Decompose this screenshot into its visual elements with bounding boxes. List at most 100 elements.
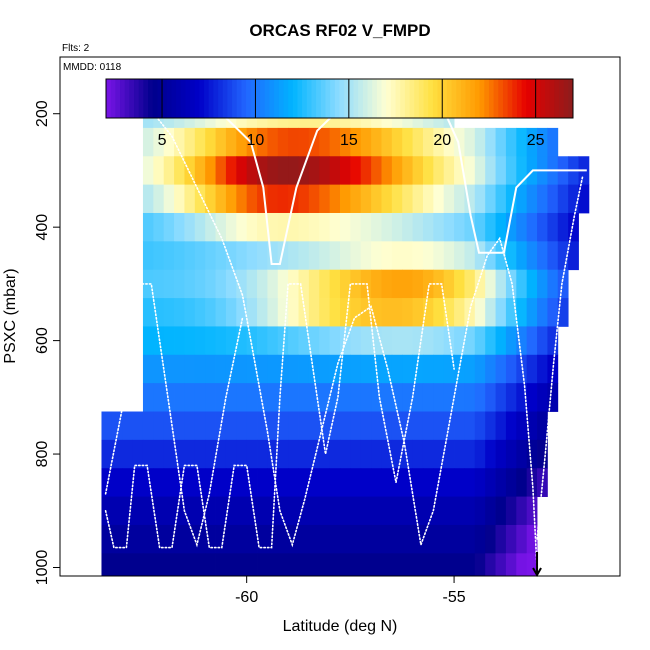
colorbar-segment [339,79,345,118]
heatmap-cell [308,241,320,271]
heatmap-cell [205,184,216,214]
heatmap-cell [184,212,196,242]
heatmap-cell [298,326,310,356]
heatmap-cell [412,524,424,554]
heatmap-cell [153,383,165,412]
heatmap-cell [371,156,382,186]
heatmap-cell [350,156,362,186]
heatmap-cell [485,241,496,271]
heatmap-cell [236,383,248,412]
heatmap-cell [142,326,154,356]
heatmap-cell [277,553,289,577]
heatmap-cell [205,269,216,299]
heatmap-cell [246,212,258,242]
heatmap-cell [319,184,331,214]
colorbar-segment [358,79,364,118]
heatmap-cell [225,156,237,186]
heatmap-cell [142,156,154,186]
heatmap-cell [298,212,310,242]
heatmap-cell [142,184,154,214]
heatmap-cell [464,212,476,242]
colorbar-segment [353,79,359,118]
heatmap-cell [246,411,258,441]
heatmap-cell [236,241,248,271]
heatmap-cell [516,241,528,271]
heatmap-cell [257,184,268,214]
y-tick-label: 600 [34,327,51,354]
heatmap-cell [547,184,559,214]
heatmap-cell [505,184,517,214]
heatmap-cell [391,212,403,242]
heatmap-cell [111,524,123,554]
heatmap-cell [340,439,351,469]
heatmap-cell [505,354,517,384]
heatmap-cell [122,411,133,441]
heatmap-cell [205,326,216,356]
heatmap-cell [381,269,393,299]
heatmap-cell [568,184,579,214]
heatmap-cell [257,241,268,271]
heatmap-cell [267,241,279,271]
heatmap-cell [391,553,403,577]
colorbar-segment [418,79,425,118]
heatmap-cell [412,269,424,299]
heatmap-cell [557,241,569,271]
heatmap-cell [153,553,165,577]
heatmap-cell [340,184,351,214]
heatmap-cell [236,184,248,214]
heatmap-cell [371,496,382,526]
heatmap-cell [526,326,538,356]
heatmap-cell [329,439,341,469]
heatmap-cell [485,411,496,441]
y-tick-label: 1000 [34,550,51,586]
heatmap-cell [225,241,237,271]
colorbar-segment [208,79,214,118]
heatmap-cell [329,127,341,157]
heatmap-cell [464,496,476,526]
heatmap-cell [298,496,310,526]
heatmap-cell [153,411,165,441]
heatmap-cell [443,496,455,526]
colorbar-segment [227,79,233,118]
heatmap-cell [526,127,538,157]
heatmap-cell [516,468,528,497]
colorbar-segment [428,79,434,118]
colorbar-segment [330,79,336,118]
heatmap-cell [174,212,185,242]
colorbar-segment [283,79,289,118]
heatmap-cell [464,524,476,554]
heatmap-cell [505,383,517,412]
flights-label: Flts: 2 [62,43,90,54]
heatmap-cell [153,298,165,327]
colorbar-segment [512,79,518,118]
heatmap-cell [350,439,362,469]
heatmap-cell [174,383,185,412]
heatmap-cell [174,241,185,271]
date-label: MMDD: 0118 [63,62,122,73]
heatmap-cell [547,127,559,157]
heatmap-cell [298,269,310,299]
heatmap-cell [391,269,403,299]
heatmap-cell [298,439,310,469]
heatmap-cell [537,439,548,469]
heatmap-cell [194,524,206,554]
heatmap-cell [391,354,403,384]
heatmap-cell [485,326,496,356]
heatmap-cell [495,212,507,242]
heatmap-cell [308,354,320,384]
colorbar-tick-label: 20 [433,132,451,149]
colorbar-segment [493,79,499,118]
heatmap-cell [402,212,413,242]
colorbar-segment [232,79,238,118]
colorbar-segment [320,79,326,118]
heatmap-cell [298,241,310,271]
heatmap-cell [246,269,258,299]
colorbar-segment [432,79,439,118]
colorbar-segment [372,79,378,118]
heatmap-cell [236,156,248,186]
heatmap-cell [153,354,165,384]
heatmap-cell [194,326,206,356]
heatmap-cell [174,496,185,526]
heatmap-cell [350,212,362,242]
heatmap-cell [319,326,331,356]
